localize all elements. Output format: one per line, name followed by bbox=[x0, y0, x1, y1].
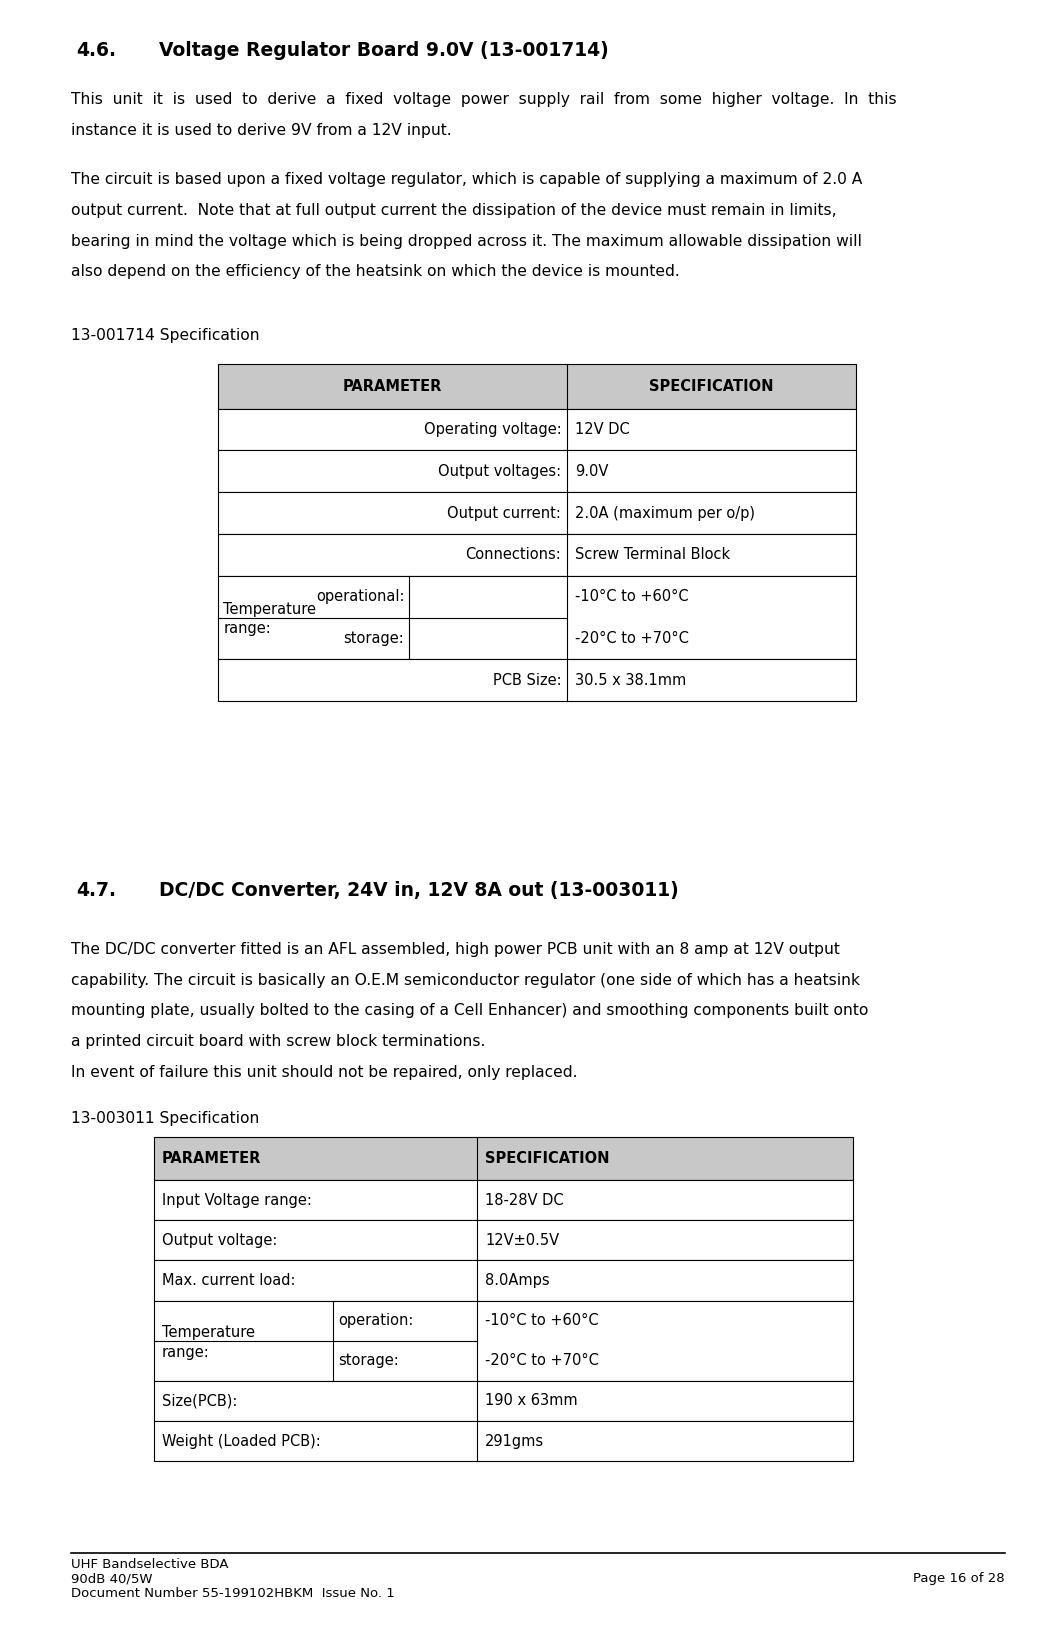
Text: Document Number 55-199102HBKM  Issue No. 1: Document Number 55-199102HBKM Issue No. … bbox=[71, 1587, 394, 1600]
Text: 13-001714 Specification: 13-001714 Specification bbox=[71, 328, 260, 342]
Text: also depend on the efficiency of the heatsink on which the device is mounted.: also depend on the efficiency of the hea… bbox=[71, 264, 679, 280]
Text: Temperature: Temperature bbox=[162, 1325, 255, 1340]
Bar bbox=[154, 1220, 853, 1261]
Text: 4.7.: 4.7. bbox=[76, 881, 116, 901]
Text: 13-003011 Specification: 13-003011 Specification bbox=[71, 1111, 258, 1125]
Bar bbox=[218, 450, 856, 491]
Text: 12V±0.5V: 12V±0.5V bbox=[485, 1233, 559, 1248]
Text: SPECIFICATION: SPECIFICATION bbox=[485, 1152, 609, 1166]
Text: Screw Terminal Block: Screw Terminal Block bbox=[575, 547, 730, 562]
Text: storage:: storage: bbox=[344, 631, 404, 645]
Bar bbox=[218, 408, 856, 450]
Text: PCB Size:: PCB Size: bbox=[493, 673, 562, 688]
Text: -20°C to +70°C: -20°C to +70°C bbox=[575, 631, 688, 645]
Text: mounting plate, usually bolted to the casing of a Cell Enhancer) and smoothing c: mounting plate, usually bolted to the ca… bbox=[71, 1004, 868, 1019]
Text: -10°C to +60°C: -10°C to +60°C bbox=[575, 590, 688, 604]
Text: DC/DC Converter, 24V in, 12V 8A out (13-003011): DC/DC Converter, 24V in, 12V 8A out (13-… bbox=[159, 881, 679, 901]
Text: The DC/DC converter fitted is an AFL assembled, high power PCB unit with an 8 am: The DC/DC converter fitted is an AFL ass… bbox=[71, 942, 840, 957]
Text: storage:: storage: bbox=[338, 1353, 399, 1368]
Text: 9.0V: 9.0V bbox=[575, 464, 608, 478]
Text: instance it is used to derive 9V from a 12V input.: instance it is used to derive 9V from a … bbox=[71, 123, 452, 138]
Text: PARAMETER: PARAMETER bbox=[343, 378, 442, 393]
Bar bbox=[218, 575, 856, 658]
Text: range:: range: bbox=[223, 621, 271, 637]
Text: 8.0Amps: 8.0Amps bbox=[485, 1273, 550, 1287]
Text: 90dB 40/5W: 90dB 40/5W bbox=[71, 1572, 153, 1586]
Bar bbox=[218, 491, 856, 534]
Text: -10°C to +60°C: -10°C to +60°C bbox=[485, 1314, 599, 1328]
Text: PARAMETER: PARAMETER bbox=[162, 1152, 262, 1166]
Bar bbox=[218, 658, 856, 701]
Text: In event of failure this unit should not be repaired, only replaced.: In event of failure this unit should not… bbox=[71, 1065, 577, 1079]
Bar bbox=[218, 534, 856, 575]
Text: Output voltages:: Output voltages: bbox=[438, 464, 562, 478]
Bar bbox=[154, 1301, 853, 1381]
Text: range:: range: bbox=[162, 1345, 210, 1360]
Text: Operating voltage:: Operating voltage: bbox=[424, 423, 562, 437]
Text: output current.  Note that at full output current the dissipation of the device : output current. Note that at full output… bbox=[71, 203, 837, 218]
Text: Weight (Loaded PCB):: Weight (Loaded PCB): bbox=[162, 1433, 321, 1448]
Text: 18-28V DC: 18-28V DC bbox=[485, 1192, 564, 1207]
Text: 291gms: 291gms bbox=[485, 1433, 544, 1448]
Text: 30.5 x 38.1mm: 30.5 x 38.1mm bbox=[575, 673, 686, 688]
Text: operation:: operation: bbox=[338, 1314, 413, 1328]
Text: Input Voltage range:: Input Voltage range: bbox=[162, 1192, 311, 1207]
Text: operational:: operational: bbox=[316, 590, 404, 604]
Text: Max. current load:: Max. current load: bbox=[162, 1273, 296, 1287]
Bar bbox=[218, 364, 856, 408]
Text: Temperature: Temperature bbox=[223, 601, 317, 618]
Text: Output voltage:: Output voltage: bbox=[162, 1233, 277, 1248]
Bar bbox=[154, 1422, 853, 1461]
Text: 12V DC: 12V DC bbox=[575, 423, 630, 437]
Text: Connections:: Connections: bbox=[466, 547, 562, 562]
Text: UHF Bandselective BDA: UHF Bandselective BDA bbox=[71, 1558, 228, 1571]
Text: Size(PCB):: Size(PCB): bbox=[162, 1394, 238, 1409]
Text: 4.6.: 4.6. bbox=[76, 41, 116, 61]
Text: Output current:: Output current: bbox=[447, 506, 562, 521]
Text: -20°C to +70°C: -20°C to +70°C bbox=[485, 1353, 599, 1368]
Text: 2.0A (maximum per o/p): 2.0A (maximum per o/p) bbox=[575, 506, 755, 521]
Bar bbox=[154, 1179, 853, 1220]
Text: SPECIFICATION: SPECIFICATION bbox=[649, 378, 773, 393]
Text: The circuit is based upon a fixed voltage regulator, which is capable of supplyi: The circuit is based upon a fixed voltag… bbox=[71, 172, 862, 187]
Text: Voltage Regulator Board 9.0V (13-001714): Voltage Regulator Board 9.0V (13-001714) bbox=[159, 41, 608, 61]
Text: capability. The circuit is basically an O.E.M semiconductor regulator (one side : capability. The circuit is basically an … bbox=[71, 973, 859, 988]
Text: 190 x 63mm: 190 x 63mm bbox=[485, 1394, 578, 1409]
Bar bbox=[154, 1261, 853, 1301]
Text: a printed circuit board with screw block terminations.: a printed circuit board with screw block… bbox=[71, 1034, 485, 1050]
Bar bbox=[154, 1381, 853, 1422]
Text: bearing in mind the voltage which is being dropped across it. The maximum allowa: bearing in mind the voltage which is bei… bbox=[71, 234, 862, 249]
Text: Page 16 of 28: Page 16 of 28 bbox=[913, 1572, 1005, 1586]
Text: This  unit  it  is  used  to  derive  a  fixed  voltage  power  supply  rail  fr: This unit it is used to derive a fixed v… bbox=[71, 92, 896, 106]
Bar bbox=[154, 1137, 853, 1179]
